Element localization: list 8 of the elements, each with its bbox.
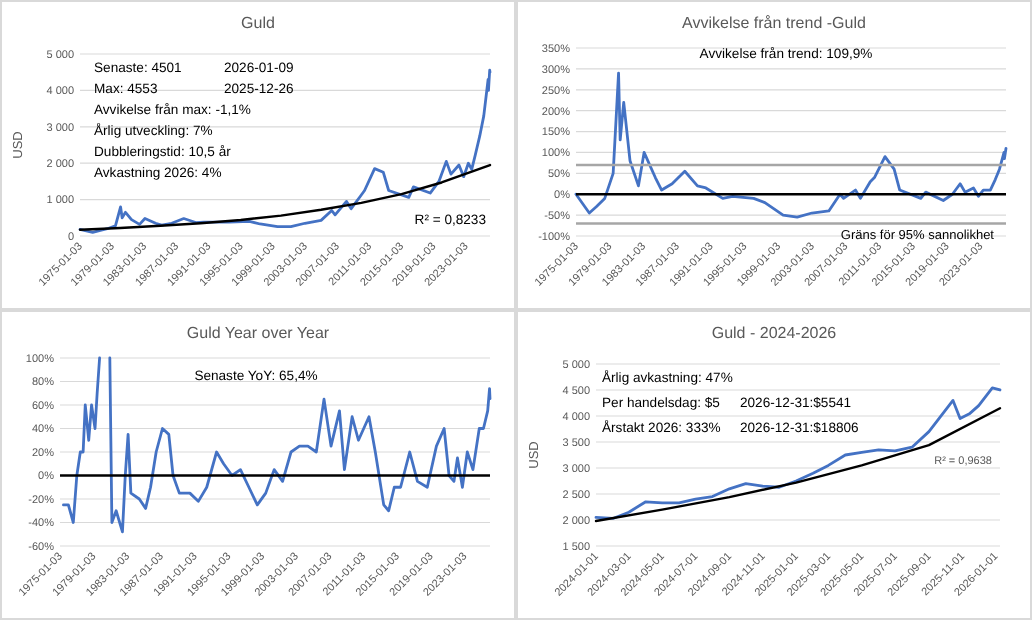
line-series	[594, 407, 1002, 523]
chart-title: Guld	[241, 14, 275, 32]
line-series	[594, 386, 1002, 520]
chart-title: Avvikelse från trend -Guld	[682, 14, 866, 32]
line-series	[574, 71, 1008, 219]
line-series	[78, 163, 492, 232]
chart-title: Guld - 2024-2026	[711, 324, 838, 342]
chart-title: Guld Year over Year	[186, 324, 330, 342]
